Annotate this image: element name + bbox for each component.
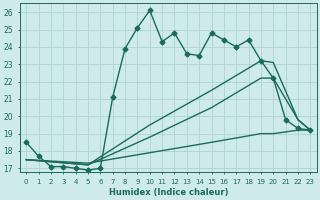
X-axis label: Humidex (Indice chaleur): Humidex (Indice chaleur) [108,188,228,197]
